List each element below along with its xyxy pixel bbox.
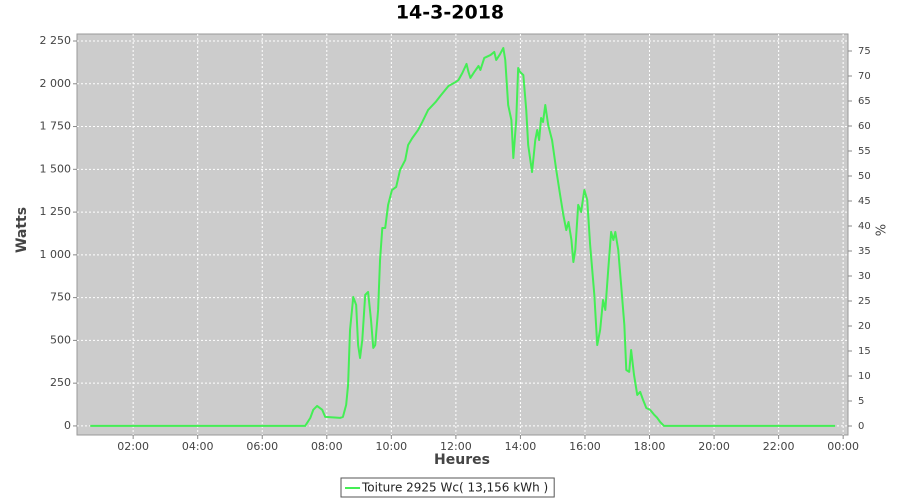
y2-tick-label: 70	[858, 71, 871, 82]
y2-tick-label: 25	[858, 296, 871, 307]
chart-title: 14-3-2018	[396, 2, 504, 24]
y2-axis-label: %	[875, 224, 890, 236]
y2-tick-label: 40	[858, 221, 871, 232]
y-tick-label: 1 250	[40, 205, 72, 218]
legend: Toiture 2925 Wc( 13,156 kWh )	[340, 477, 555, 498]
x-tick-label: 20:00	[698, 440, 730, 453]
y-tick-label: 1 750	[40, 120, 72, 133]
legend-box	[340, 477, 555, 498]
y-axis-label: Watts	[14, 207, 30, 253]
x-tick-label: 12:00	[440, 440, 472, 453]
y-tick-label: 0	[64, 419, 71, 432]
x-tick-label: 08:00	[311, 440, 343, 453]
y-tick-label: 750	[50, 291, 71, 304]
y2-tick-label: 60	[858, 121, 871, 132]
y2-tick-label: 65	[858, 96, 871, 107]
y-tick-label: 2 000	[40, 77, 72, 90]
y2-tick-label: 15	[858, 346, 871, 357]
y2-tick-label: 30	[858, 271, 871, 282]
x-tick-label: 16:00	[569, 440, 601, 453]
y-tick-label: 250	[50, 376, 71, 389]
y2-tick-label: 10	[858, 371, 871, 382]
y-tick-label: 500	[50, 333, 71, 346]
y2-tick-label: 20	[858, 321, 871, 332]
y-tick-label: 1 500	[40, 162, 72, 175]
y2-tick-label: 5	[858, 396, 864, 407]
y2-tick-label: 35	[858, 246, 871, 257]
x-tick-label: 00:00	[827, 440, 859, 453]
y-tick-label: 2 250	[40, 34, 72, 47]
plot-area	[76, 33, 849, 436]
x-tick-label: 06:00	[246, 440, 278, 453]
x-tick-label: 02:00	[117, 440, 149, 453]
y2-tick-label: 75	[858, 46, 871, 57]
x-tick-label: 18:00	[634, 440, 666, 453]
legend-label: Toiture 2925 Wc( 13,156 kWh )	[361, 481, 548, 495]
x-tick-label: 10:00	[375, 440, 407, 453]
y2-tick-label: 55	[858, 146, 871, 157]
y2-tick-label: 0	[858, 421, 864, 432]
y2-tick-label: 45	[858, 196, 871, 207]
data-line	[90, 47, 836, 427]
y2-tick-label: 50	[858, 171, 871, 182]
x-tick-label: 22:00	[763, 440, 795, 453]
x-tick-label: 14:00	[505, 440, 537, 453]
x-tick-label: 04:00	[182, 440, 214, 453]
x-axis-label: Heures	[434, 452, 490, 468]
y-tick-label: 1 000	[40, 248, 72, 261]
